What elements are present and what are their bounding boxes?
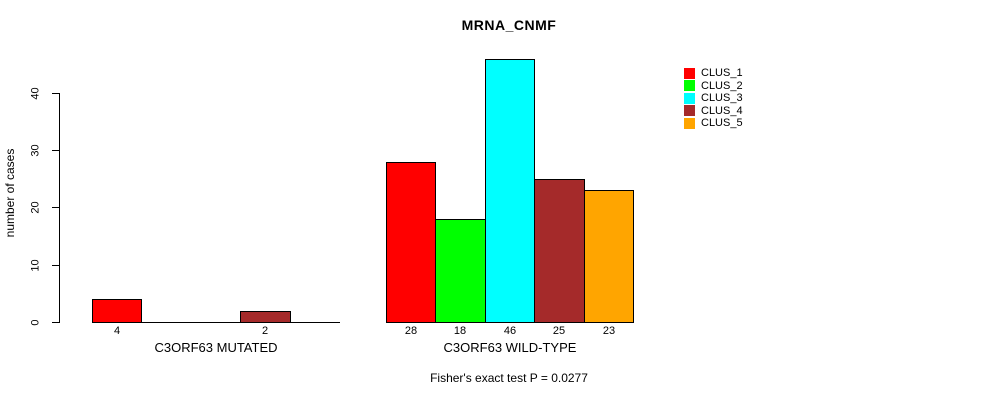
legend-swatch-icon	[684, 105, 695, 117]
y-axis-title: number of cases	[3, 148, 17, 238]
legend-item: CLUS_1	[684, 67, 743, 80]
legend-swatch-icon	[684, 117, 695, 129]
legend-swatch-icon	[684, 80, 695, 92]
bar-value-label: 2	[261, 325, 269, 337]
y-tick	[52, 265, 60, 266]
legend-item-label: CLUS_4	[701, 104, 743, 117]
y-tick-label: 0	[29, 319, 42, 326]
legend-swatch-icon	[684, 92, 695, 104]
bar-CLUS_1	[92, 299, 142, 323]
chart-title: MRNA_CNMF	[461, 17, 557, 33]
bar-CLUS_4	[240, 311, 291, 323]
legend-item: CLUS_3	[684, 92, 743, 105]
y-tick-label: 10	[29, 259, 42, 272]
y-tick	[52, 150, 60, 151]
bar-CLUS_5	[584, 190, 634, 323]
legend-item: CLUS_5	[684, 117, 743, 130]
x-group-label-mutated: C3ORF63 MUTATED	[154, 340, 278, 355]
bar-CLUS_4	[534, 179, 585, 323]
legend-item-label: CLUS_2	[701, 79, 743, 92]
y-tick	[52, 93, 60, 94]
bar-CLUS_3	[485, 59, 535, 323]
y-tick-label: 40	[29, 87, 42, 100]
legend: CLUS_1 CLUS_2 CLUS_3 CLUS_4 CLUS_5	[684, 67, 743, 130]
bar-CLUS_2	[435, 219, 486, 323]
bar-CLUS_1	[386, 162, 436, 323]
y-tick	[52, 322, 60, 323]
legend-item-label: CLUS_3	[701, 92, 743, 105]
zero-bar-CLUS_3	[191, 322, 241, 323]
y-tick-label: 30	[29, 144, 42, 157]
y-tick-label: 20	[29, 201, 42, 214]
zero-bar-CLUS_5	[290, 322, 340, 323]
bar-value-label: 4	[113, 325, 121, 337]
bar-value-label: 23	[602, 325, 616, 337]
legend-item-label: CLUS_1	[701, 67, 743, 80]
x-group-label-wildtype: C3ORF63 WILD-TYPE	[443, 340, 577, 355]
bar-value-label: 18	[453, 325, 467, 337]
y-axis-line	[59, 93, 60, 323]
bar-value-label: 46	[503, 325, 517, 337]
legend-swatch-icon	[684, 67, 695, 79]
fisher-test-annotation: Fisher's exact test P = 0.0277	[430, 371, 588, 385]
legend-item: CLUS_4	[684, 105, 743, 118]
legend-item-label: CLUS_5	[701, 117, 743, 130]
zero-bar-CLUS_2	[141, 322, 192, 323]
bar-value-label: 28	[404, 325, 418, 337]
legend-item: CLUS_2	[684, 80, 743, 93]
bar-value-label: 25	[552, 325, 566, 337]
y-tick	[52, 207, 60, 208]
